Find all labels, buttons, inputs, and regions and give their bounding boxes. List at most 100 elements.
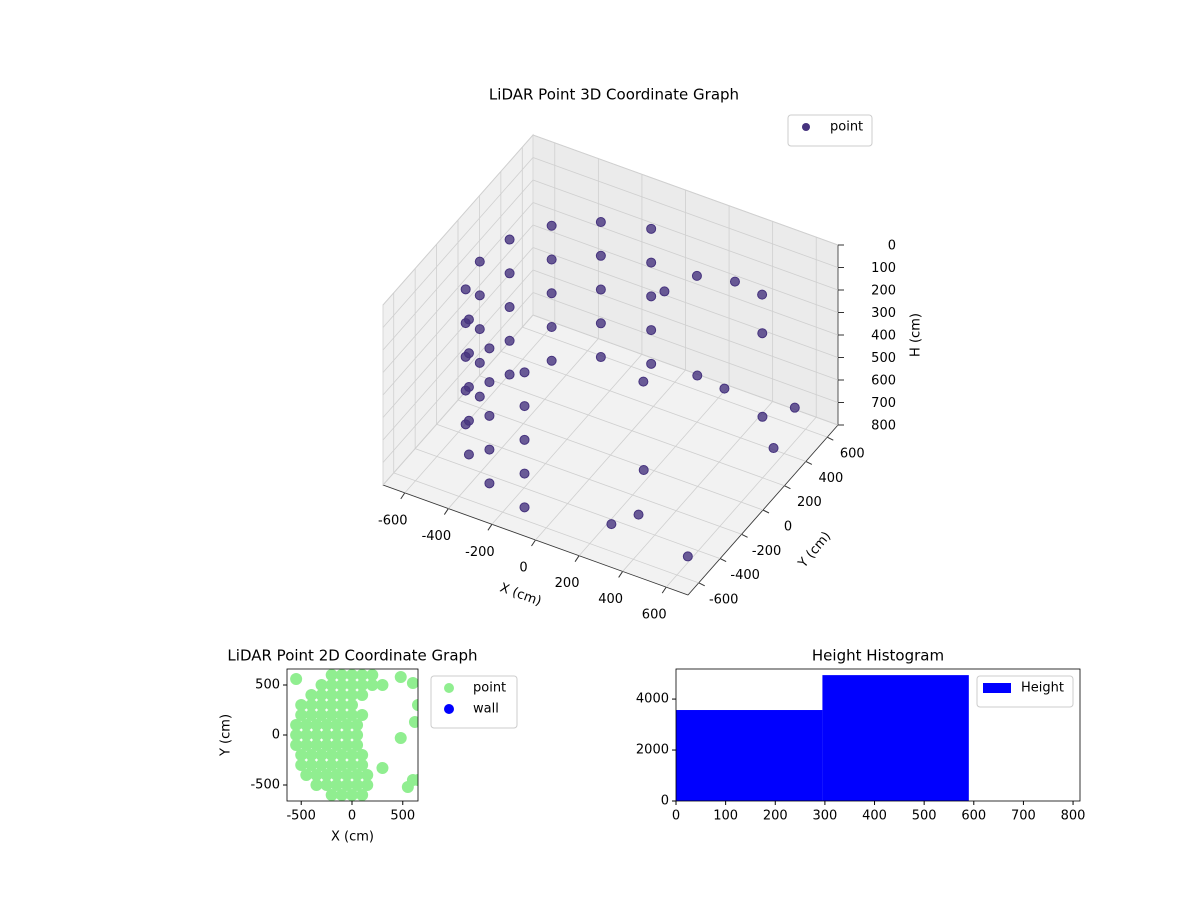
z-tick-label: 700 [871, 396, 896, 411]
grid-line [382, 202, 534, 373]
point [646, 223, 657, 234]
x-tick-label: 200 [555, 576, 580, 591]
z-tick-label: 800 [871, 419, 896, 434]
bar [676, 710, 823, 801]
point [484, 444, 495, 455]
y-axis-label: Y (cm) [219, 714, 234, 757]
point [463, 449, 474, 460]
point [595, 217, 606, 228]
point [692, 370, 703, 381]
grid-line [532, 269, 839, 381]
grid-line [522, 326, 828, 438]
point [408, 716, 418, 728]
point [356, 709, 369, 721]
point [315, 749, 328, 761]
y-tick [741, 533, 748, 538]
grid-line [382, 269, 534, 441]
x-tick-label: 200 [763, 809, 788, 824]
point [460, 385, 471, 396]
point [638, 465, 649, 475]
point [757, 289, 768, 300]
point [315, 709, 328, 721]
point [340, 769, 353, 781]
y-tick-label: -200 [752, 544, 782, 559]
x-tick-label: -500 [286, 809, 316, 824]
x-tick-label: 100 [713, 809, 738, 824]
point [351, 779, 364, 791]
point [325, 699, 338, 711]
point [290, 673, 303, 685]
legend-label: Height [1021, 681, 1064, 696]
point [406, 677, 418, 689]
legend-label: wall [473, 702, 499, 717]
point [325, 679, 338, 691]
point [606, 519, 617, 530]
point [290, 719, 303, 731]
grid-line [457, 399, 764, 511]
point [295, 759, 308, 771]
point [345, 759, 358, 771]
z-tick-label: 300 [871, 306, 896, 321]
point [484, 343, 495, 354]
z-tick-label: 400 [871, 329, 896, 344]
point [757, 411, 768, 422]
point [729, 276, 740, 287]
point [325, 689, 338, 701]
point [335, 759, 348, 771]
chart-title: LiDAR Point 3D Coordinate Graph [489, 86, 739, 104]
x-tick-label: -400 [422, 529, 452, 544]
grid-line [479, 375, 785, 487]
point [484, 410, 495, 421]
y-tick [784, 485, 791, 490]
point [345, 669, 358, 681]
point [366, 679, 379, 691]
point [305, 759, 318, 771]
grid-line [500, 351, 806, 462]
point [325, 669, 338, 681]
point [345, 679, 358, 691]
x-tick-label: 600 [642, 608, 667, 623]
grid-line [382, 157, 534, 328]
axes-frame [286, 668, 419, 802]
point [290, 739, 303, 751]
point [310, 719, 323, 731]
point [394, 671, 407, 683]
x-tick-label: 0 [672, 809, 680, 824]
point [595, 284, 606, 295]
point [376, 679, 389, 691]
grid-line [532, 134, 839, 246]
point [519, 401, 530, 412]
point [504, 302, 515, 313]
y-tick-label: 600 [840, 447, 865, 462]
grid-line [382, 224, 534, 396]
point [335, 679, 348, 691]
point [351, 729, 364, 741]
point [474, 357, 485, 368]
grid-line [415, 448, 721, 559]
point [474, 256, 485, 267]
z-tick-label: 0 [888, 239, 896, 254]
point [295, 709, 308, 721]
legend-label: point [473, 681, 506, 696]
y-axis-label: Y (cm) [795, 529, 834, 572]
x-tick-label: 0 [348, 809, 356, 824]
x-tick-label: 800 [1061, 809, 1086, 824]
grid-line [532, 202, 839, 313]
x-tick [531, 539, 536, 547]
legend-label: point [830, 120, 863, 135]
y-tick-label: 400 [818, 471, 843, 486]
point [460, 318, 471, 329]
x-tick-label: 300 [812, 809, 837, 824]
x-tick-label: -600 [378, 513, 408, 528]
x-tick-label: 700 [1011, 809, 1036, 824]
point [310, 729, 323, 741]
axes-frame [675, 668, 1081, 802]
grid-line [382, 179, 534, 351]
x-tick-label: 500 [390, 809, 415, 824]
grid-line [382, 292, 534, 463]
point [412, 774, 418, 786]
point [460, 351, 471, 362]
y-tick-label: -400 [730, 568, 760, 583]
point [519, 434, 530, 445]
x-tick-label: 400 [862, 809, 887, 824]
